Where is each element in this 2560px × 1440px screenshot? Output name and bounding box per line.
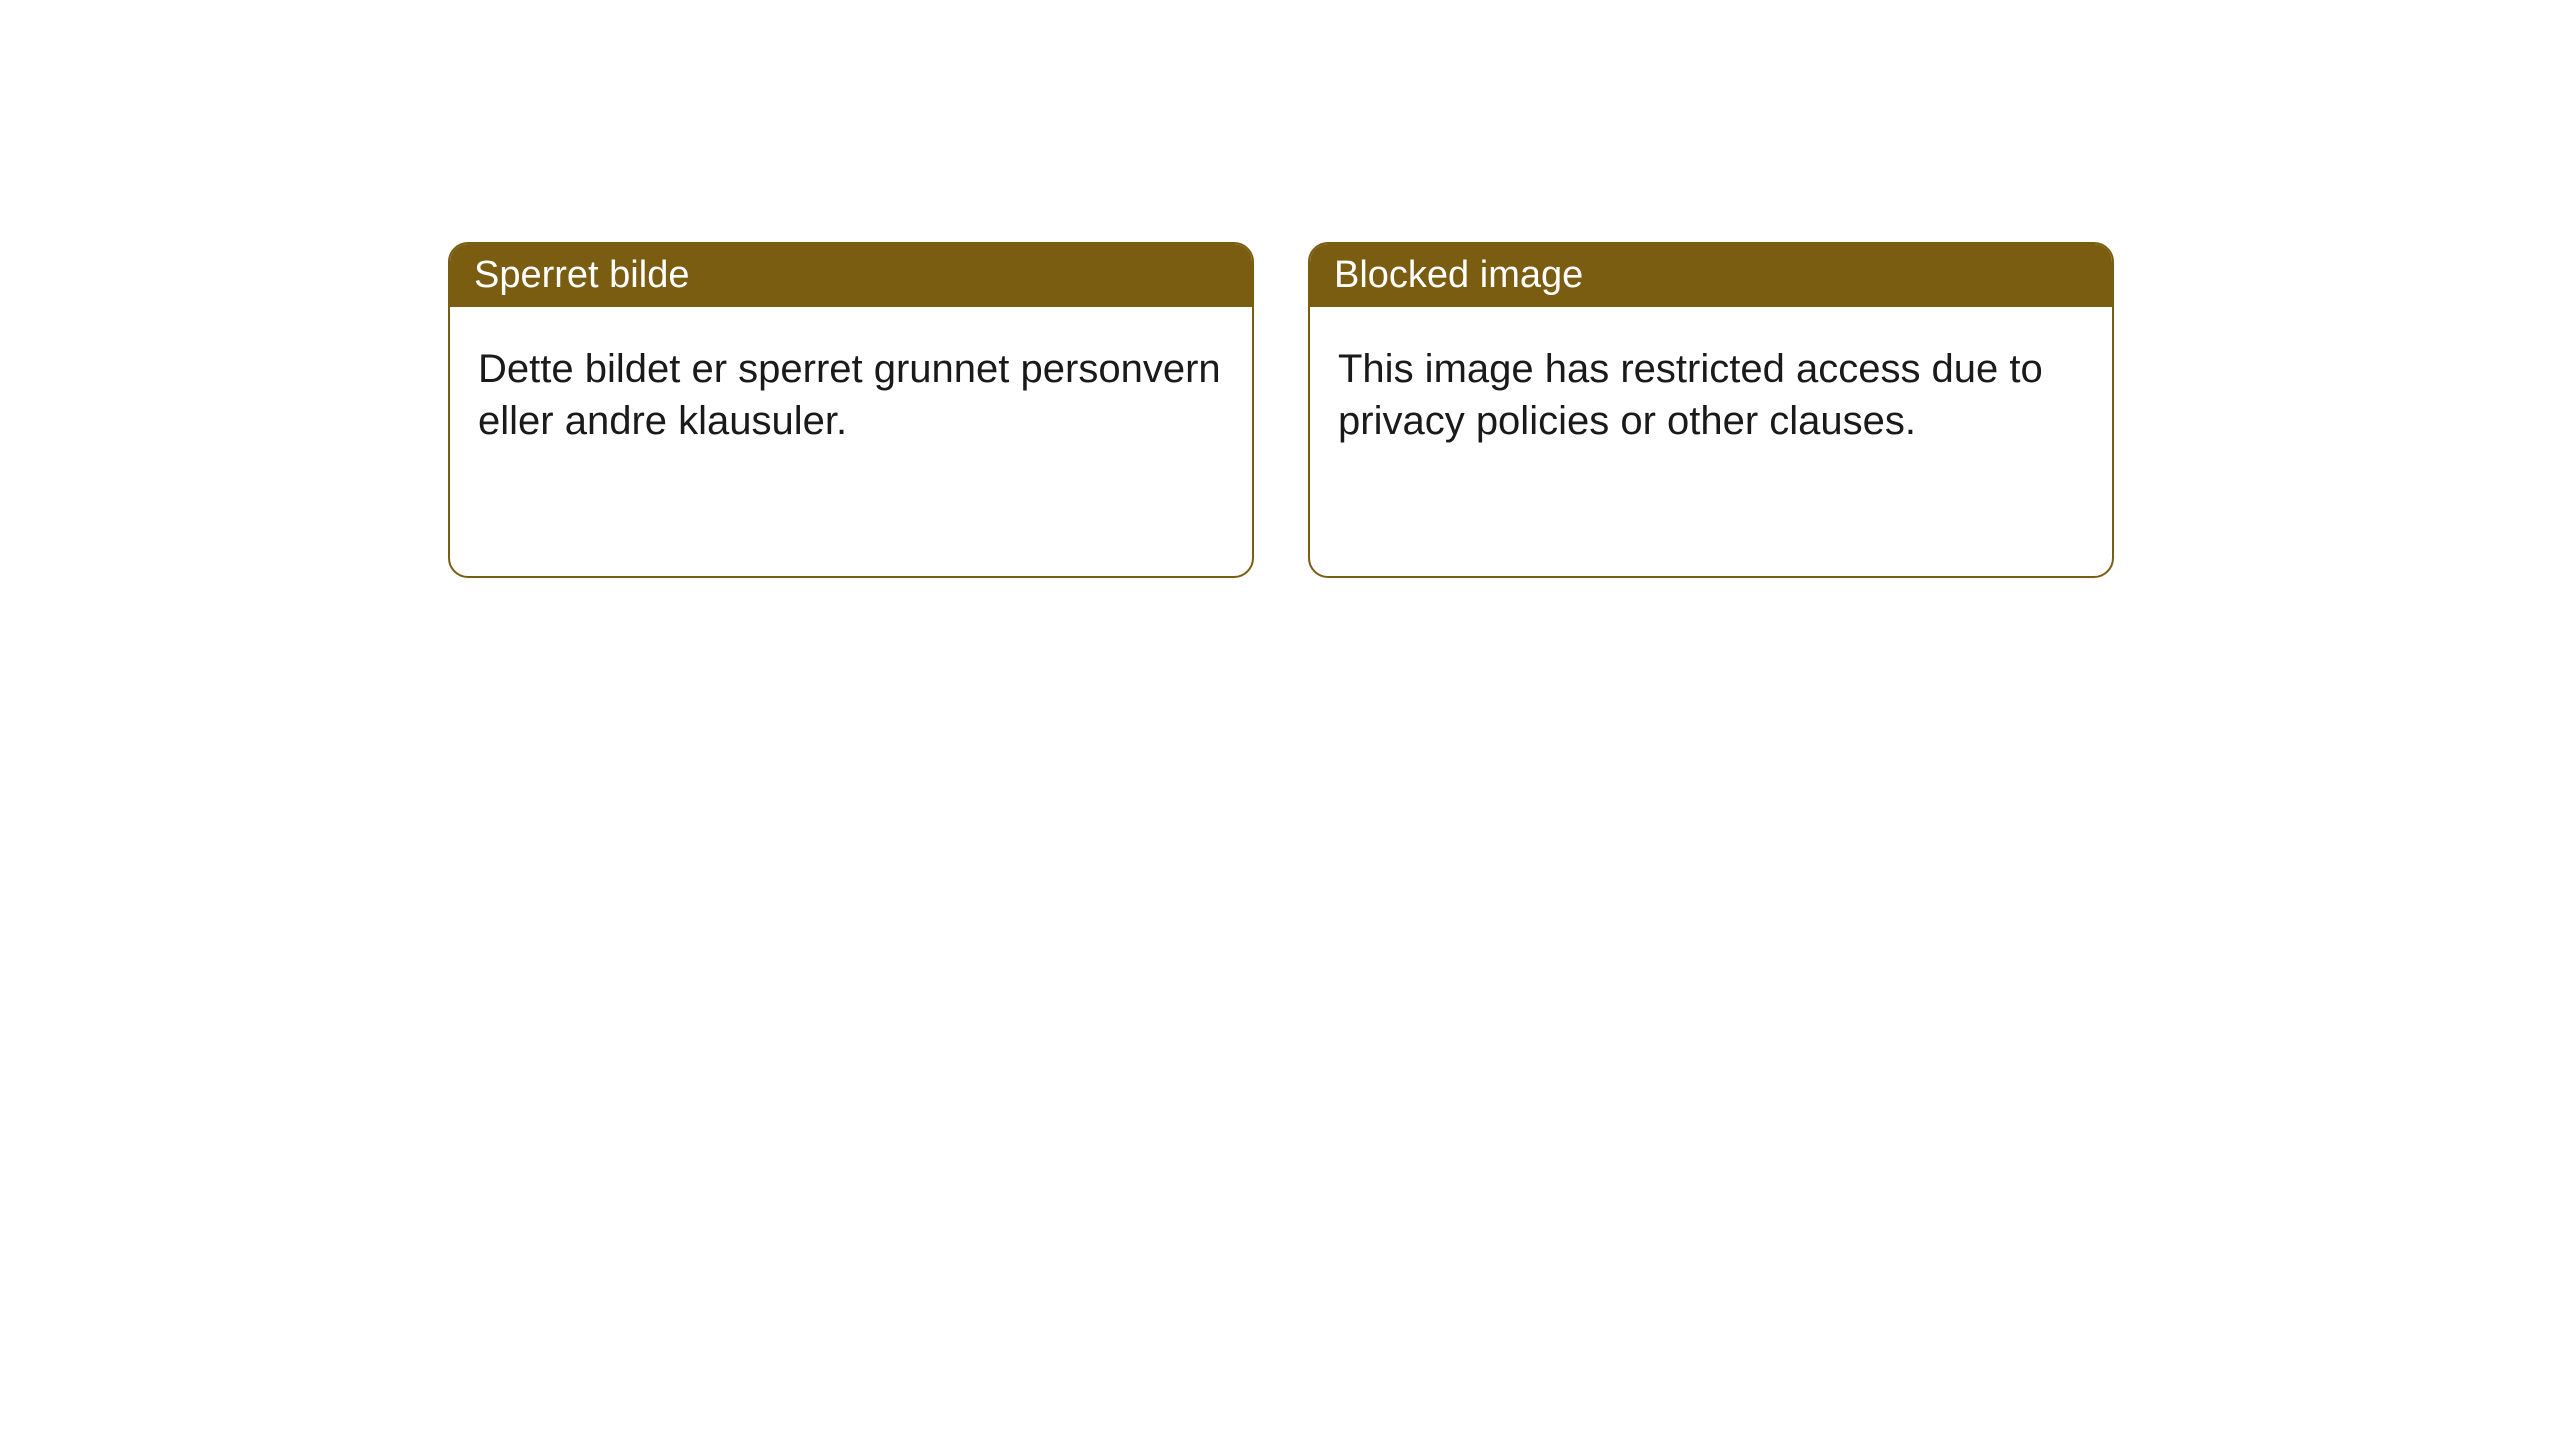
- notice-title-norwegian: Sperret bilde: [450, 244, 1252, 307]
- notice-message-english: This image has restricted access due to …: [1310, 307, 2112, 475]
- notice-card-english: Blocked image This image has restricted …: [1308, 242, 2114, 578]
- notice-card-norwegian: Sperret bilde Dette bildet er sperret gr…: [448, 242, 1254, 578]
- notice-message-norwegian: Dette bildet er sperret grunnet personve…: [450, 307, 1252, 475]
- notice-title-english: Blocked image: [1310, 244, 2112, 307]
- notice-container: Sperret bilde Dette bildet er sperret gr…: [0, 0, 2560, 578]
